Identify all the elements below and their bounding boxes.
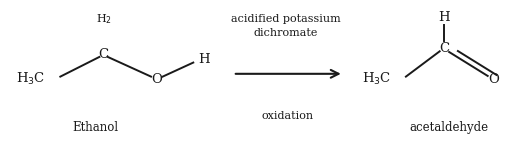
- Text: C: C: [439, 42, 449, 55]
- Text: O: O: [489, 73, 499, 86]
- Text: O: O: [151, 73, 162, 86]
- Text: H: H: [438, 11, 450, 24]
- Text: acetaldehyde: acetaldehyde: [409, 121, 489, 134]
- Text: H$_2$: H$_2$: [96, 12, 112, 26]
- Text: H$_3$C: H$_3$C: [362, 71, 391, 87]
- Text: H$_3$C: H$_3$C: [16, 71, 45, 87]
- Text: Ethanol: Ethanol: [72, 121, 118, 134]
- Text: acidified potassium
dichromate: acidified potassium dichromate: [231, 14, 341, 38]
- Text: H: H: [198, 53, 210, 66]
- Text: C: C: [98, 48, 108, 61]
- Text: oxidation: oxidation: [262, 111, 314, 121]
